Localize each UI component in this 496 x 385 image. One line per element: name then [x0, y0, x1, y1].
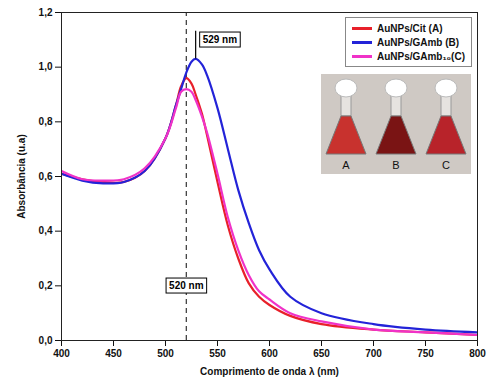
svg-text:600: 600	[261, 348, 278, 359]
svg-text:550: 550	[209, 348, 226, 359]
svg-text:700: 700	[365, 348, 382, 359]
svg-text:B: B	[392, 159, 399, 171]
svg-text:500: 500	[157, 348, 174, 359]
svg-text:Comprimento de onda λ (nm): Comprimento de onda λ (nm)	[200, 366, 339, 377]
svg-text:0,2: 0,2	[39, 280, 53, 291]
html-text:AuNPs/Cit (A): AuNPs/Cit (A)	[376, 22, 443, 34]
svg-text:0,4: 0,4	[39, 225, 53, 236]
svg-text:650: 650	[313, 348, 330, 359]
svg-text:0,6: 0,6	[39, 171, 53, 182]
html-text:AuNPs/GAmb₁₀(C): AuNPs/GAmb₁₀(C)	[376, 50, 465, 62]
svg-text:C: C	[442, 159, 450, 171]
svg-text:Absorbância (u.a): Absorbância (u.a)	[16, 134, 27, 218]
svg-text:450: 450	[105, 348, 122, 359]
svg-text:1,0: 1,0	[39, 61, 53, 72]
html-text:AuNPs/GAmb (B): AuNPs/GAmb (B)	[376, 36, 460, 48]
svg-text:529 nm: 529 nm	[203, 34, 238, 45]
svg-text:800: 800	[469, 348, 486, 359]
svg-text:A: A	[342, 159, 350, 171]
svg-text:1,2: 1,2	[39, 7, 53, 18]
svg-text:750: 750	[417, 348, 434, 359]
svg-text:0,0: 0,0	[39, 335, 53, 346]
svg-text:520 nm: 520 nm	[169, 280, 204, 291]
svg-text:400: 400	[53, 348, 70, 359]
svg-text:0,8: 0,8	[39, 116, 53, 127]
